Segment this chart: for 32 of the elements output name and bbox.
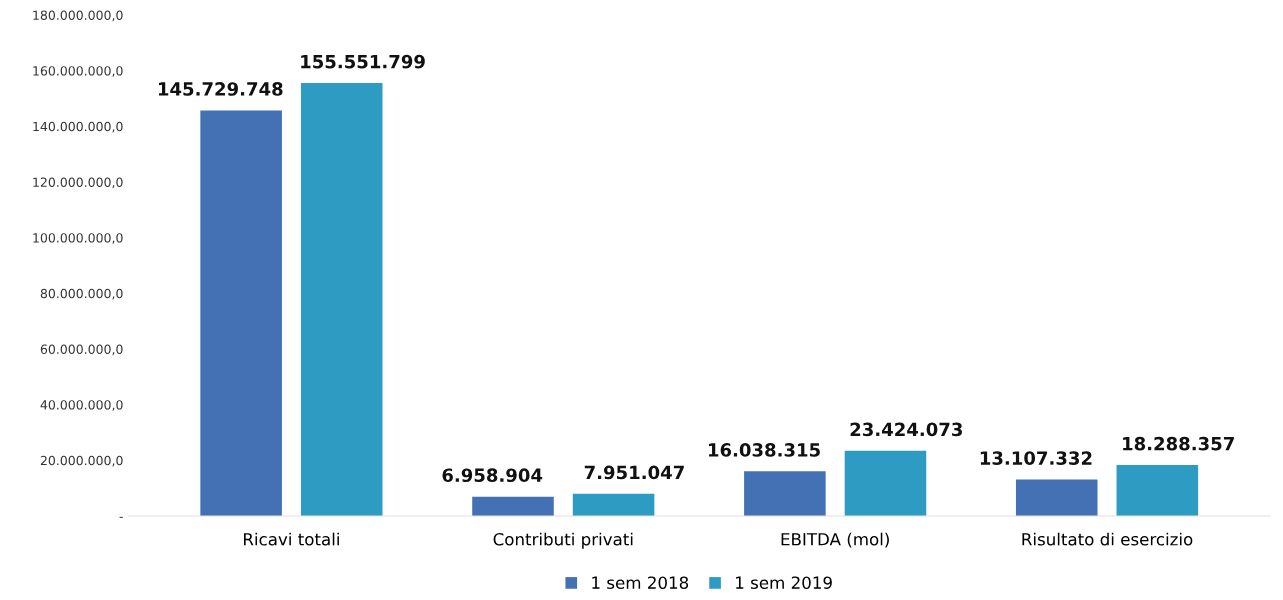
data-label: 16.038.315 <box>708 443 820 457</box>
y-tick-label: 120.000.000,0 <box>33 177 123 189</box>
legend-label: 1 sem 2018 <box>592 576 689 589</box>
y-tick-label: 80.000.000,0 <box>40 288 123 300</box>
y-tick-label: 160.000.000,0 <box>33 66 123 77</box>
bar <box>200 110 282 516</box>
data-label: 23.424.073 <box>850 422 962 437</box>
bar <box>844 450 927 516</box>
bar <box>1116 465 1199 516</box>
x-tick-label: Risultato di esercizio <box>1022 532 1193 546</box>
bar <box>472 496 554 516</box>
y-tick-label: 40.000.000,0 <box>40 400 123 411</box>
y-tick-label: 100.000.000,0 <box>33 233 123 244</box>
y-tick-label: 20.000.000,0 <box>40 455 123 467</box>
x-tick-label: Contributi privati <box>493 532 633 549</box>
bar <box>1015 479 1098 516</box>
y-tick-label: 140.000.000,0 <box>33 121 123 133</box>
bar <box>300 83 383 516</box>
y-tick-label: 60.000.000,0 <box>40 344 123 356</box>
data-label: 145.729.748 <box>158 82 283 96</box>
bar <box>744 471 826 516</box>
data-label: 6.958.904 <box>442 468 543 483</box>
data-label: 155.551.799 <box>301 54 425 69</box>
x-tick-label: Ricavi totali <box>244 532 339 546</box>
y-tick-label: 180.000.000,0 <box>33 10 123 22</box>
legend-label: 1 sem 2019 <box>736 576 832 589</box>
data-label: 13.107.332 <box>980 451 1092 465</box>
data-label: 7.951.047 <box>584 465 684 480</box>
x-tick-label: EBITDA (mol) <box>781 532 889 548</box>
data-label: 18.288.357 <box>1123 436 1234 451</box>
y-tick-label: - <box>119 516 123 518</box>
bar <box>572 493 655 516</box>
